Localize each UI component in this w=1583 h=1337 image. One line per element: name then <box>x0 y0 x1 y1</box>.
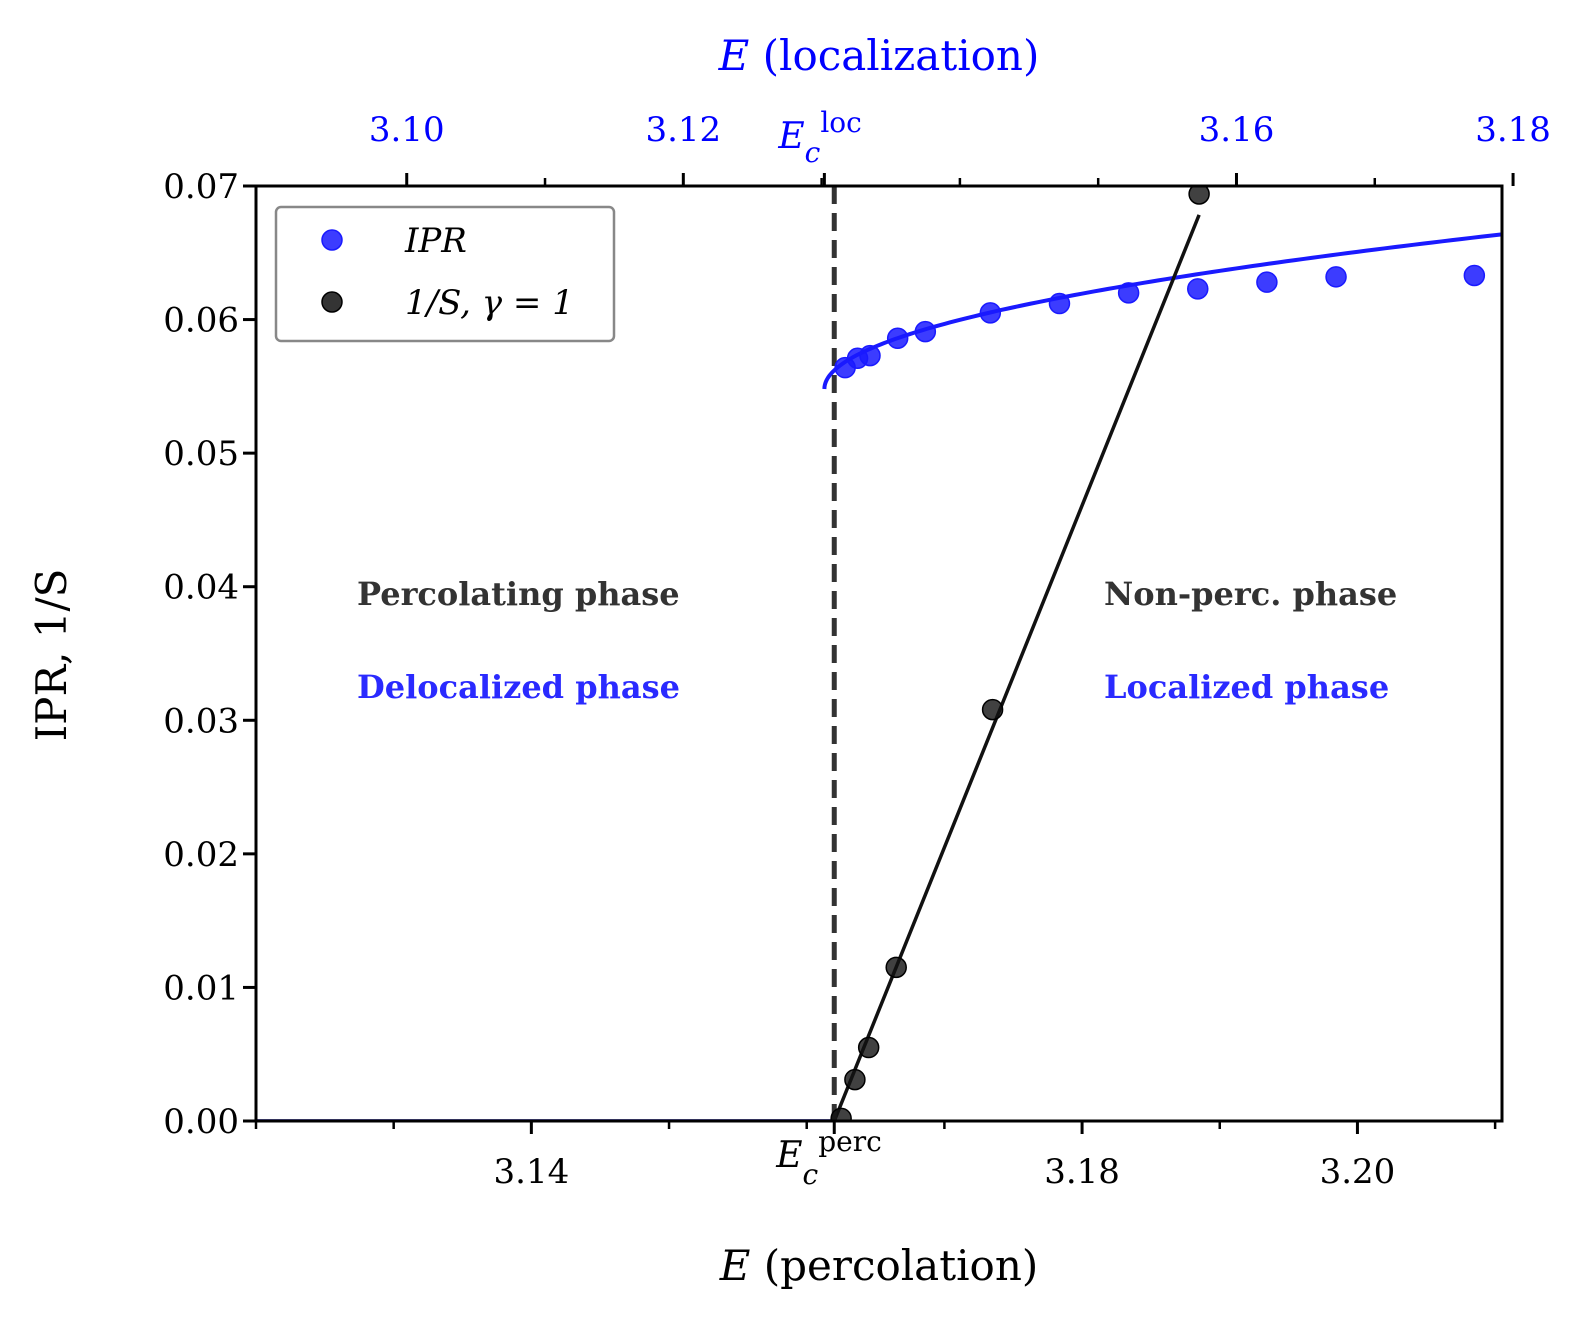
critical-top-sym: E <box>777 116 804 157</box>
ipr-point-2 <box>859 344 881 367</box>
inv-s-point-2 <box>857 1036 880 1059</box>
x-top-tick-label-3: 3.18 <box>1475 110 1551 150</box>
ipr-point-10 <box>1325 266 1347 288</box>
legend-box <box>274 205 616 343</box>
inv-s-point-0 <box>830 1107 852 1121</box>
label-localized-phase: Localized phase <box>1104 668 1389 706</box>
ipr-point-6 <box>1048 292 1071 315</box>
ipr-point-3 <box>886 327 909 350</box>
x-bottom-tick-label-1: 3.18 <box>1044 1152 1120 1192</box>
ipr-point-4 <box>914 320 937 343</box>
y-tick-label-1: 0.01 <box>163 968 239 1008</box>
plot-content <box>256 186 1502 1121</box>
critical-top-sub: c <box>805 136 821 169</box>
x-bottom-axis-var: E <box>719 1241 751 1290</box>
ipr-point-7 <box>1117 282 1140 304</box>
x-bottom-tick-label-0: 3.14 <box>494 1152 570 1192</box>
inv-s-point-1 <box>844 1068 866 1091</box>
x-top-axis-var: E <box>718 31 750 80</box>
label-percolating-phase: Percolating phase <box>357 575 680 613</box>
ipr-point-8 <box>1187 278 1209 300</box>
x-top-tick-label-1: 3.12 <box>645 110 721 150</box>
critical-top-sup: loc <box>820 106 862 139</box>
inv-s-point-3 <box>885 956 907 979</box>
y-tick-label-3: 0.03 <box>163 701 239 741</box>
x-bottom-axis-label: E (percolation) <box>719 1241 1039 1290</box>
ipr-point-11 <box>1463 264 1486 287</box>
plot-frame <box>254 184 1504 1123</box>
x-top-tick-label-2: 3.16 <box>1199 110 1275 150</box>
ipr-point-5 <box>979 302 1002 324</box>
ipr-fit-curve <box>822 232 1502 390</box>
x-bottom-critical-label: Ecperc <box>775 1125 882 1191</box>
inv-s-point-5 <box>1188 186 1210 205</box>
phase-annotations: Percolating phase Delocalized phase Non-… <box>357 575 1397 706</box>
y-tick-label-0: 0.00 <box>163 1102 239 1142</box>
critical-sup: perc <box>818 1125 882 1158</box>
x-top-tick-label-0: 3.10 <box>369 110 445 150</box>
inv-s-point-4 <box>981 698 1004 721</box>
label-delocalized-phase: Delocalized phase <box>357 668 680 706</box>
critical-sub: c <box>803 1158 819 1191</box>
y-tick-label-4: 0.04 <box>163 568 239 608</box>
axes-layer: 0.00 0.01 0.02 0.03 0.04 0.05 0.06 0.07 3.14 3.18… <box>163 31 1551 1290</box>
y-axis-label: IPR, 1/S <box>27 569 76 742</box>
x-top-axis-label: E (localization) <box>718 31 1040 80</box>
legend-marker-0 <box>321 229 343 251</box>
y-tick-label-2: 0.02 <box>163 835 239 875</box>
x-bottom-tick-label-2: 3.20 <box>1320 1152 1396 1192</box>
y-tick-label-6: 0.06 <box>163 301 239 341</box>
x-bottom-axis-rest: (percolation) <box>750 1241 1038 1290</box>
y-tick-label-5: 0.05 <box>163 434 239 474</box>
legend-label-1: 1/S, γ = 1 <box>405 283 574 323</box>
legend-label-0: IPR <box>404 221 467 261</box>
legend-marker-1 <box>321 291 343 313</box>
legend: IPR 1/S, γ = 1 <box>274 205 616 343</box>
critical-sym: E <box>775 1135 802 1176</box>
x-top-critical-label: Ecloc <box>777 106 861 169</box>
ipr-point-9 <box>1256 271 1278 293</box>
y-tick-label-7: 0.07 <box>163 167 239 207</box>
label-non-perc-phase: Non-perc. phase <box>1104 575 1397 613</box>
x-top-axis-rest: (localization) <box>749 31 1039 80</box>
